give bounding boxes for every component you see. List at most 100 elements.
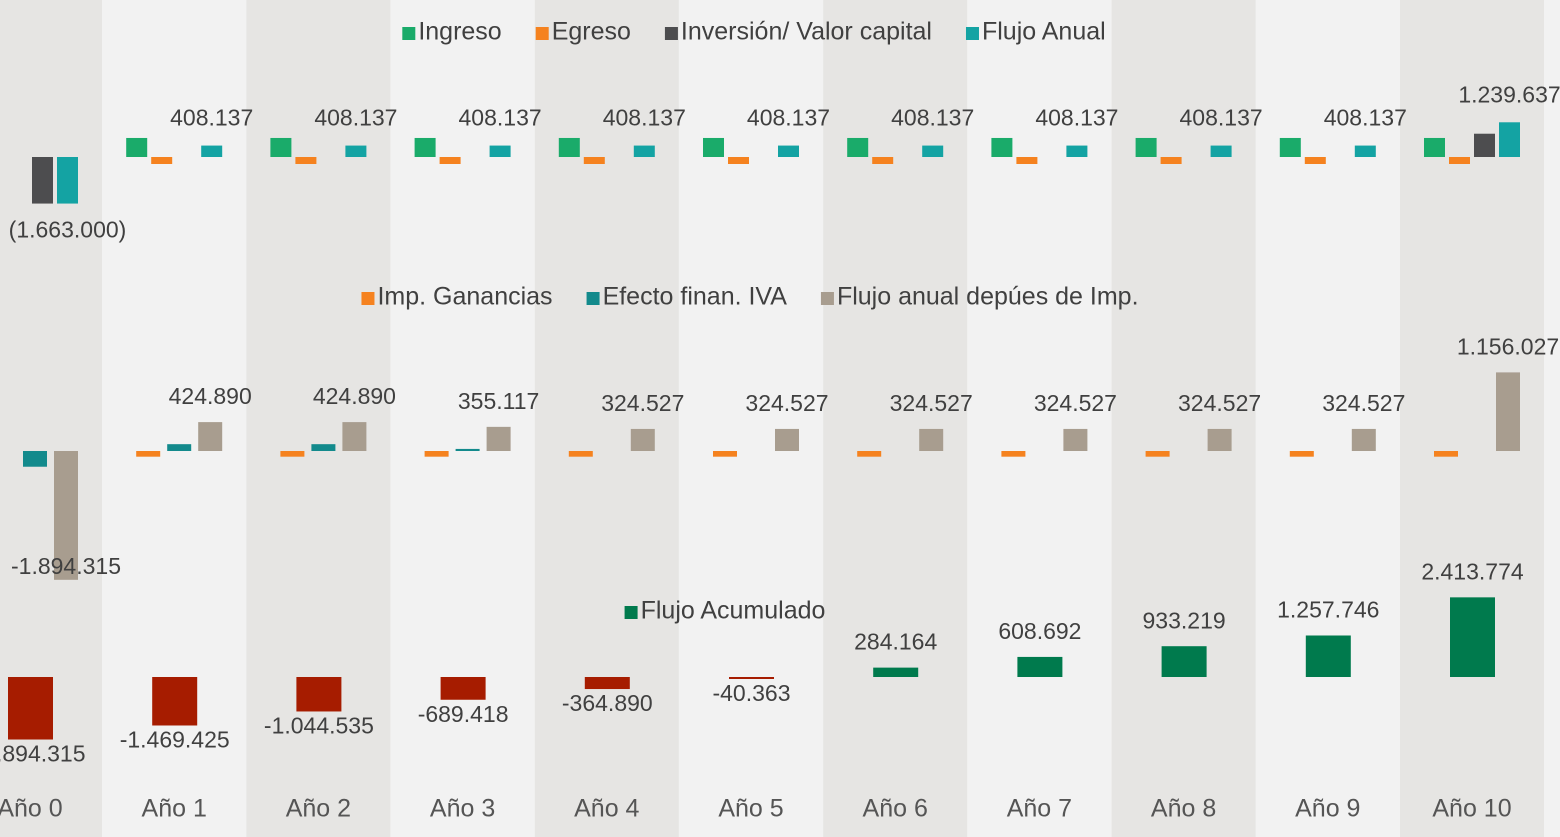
bar	[23, 451, 47, 467]
column-band	[1400, 0, 1544, 837]
bar	[1354, 145, 1376, 157]
bar	[1161, 646, 1207, 677]
data-label: 1.156.027	[1457, 333, 1559, 359]
bar	[201, 145, 223, 157]
bar	[440, 677, 486, 700]
legend-swatch	[664, 27, 678, 40]
data-label: 324.527	[1034, 390, 1117, 416]
bar	[342, 422, 367, 451]
bar	[280, 451, 305, 457]
x-tick-label: Año 5	[718, 795, 783, 823]
data-label: 408.137	[314, 105, 397, 131]
data-label: 933.219	[1143, 607, 1226, 633]
bar	[1135, 137, 1157, 157]
bar	[1434, 451, 1458, 457]
bar	[295, 157, 317, 164]
data-label: -364.890	[562, 690, 653, 716]
bar	[1305, 635, 1351, 677]
data-label: -1.894.315	[11, 553, 121, 579]
data-label: -40.363	[712, 680, 790, 706]
x-tick-label: Año 3	[430, 795, 495, 823]
bar	[1449, 157, 1470, 164]
bar	[1279, 137, 1301, 157]
bar	[151, 157, 173, 164]
legend-swatch	[965, 27, 979, 40]
data-label: 424.890	[313, 383, 396, 409]
bar	[1304, 157, 1326, 164]
x-tick-label: Año 10	[1432, 795, 1511, 823]
legend-label: Imp. Ganancias	[377, 283, 552, 311]
data-label: 1.239.637	[1458, 81, 1560, 107]
bar	[703, 137, 724, 157]
data-label: 2.413.774	[1421, 558, 1524, 584]
bar	[489, 145, 511, 157]
bar	[1066, 145, 1088, 157]
data-label: 408.137	[891, 105, 974, 131]
bar	[583, 157, 605, 164]
bar	[1474, 133, 1495, 157]
bar	[775, 428, 799, 451]
bar	[1424, 137, 1445, 157]
data-label: 324.527	[745, 390, 828, 416]
bar	[296, 677, 342, 712]
data-label: 408.137	[603, 105, 686, 131]
bar	[8, 677, 53, 740]
data-label: 408.137	[1035, 105, 1118, 131]
legend-label: Ingreso	[418, 18, 501, 46]
data-label: 324.527	[1322, 390, 1405, 416]
x-tick-label: Año 0	[0, 795, 63, 823]
bar	[873, 667, 919, 677]
data-label: 408.137	[170, 105, 253, 131]
legend-swatch	[820, 292, 834, 305]
legend: Imp. Ganancias Efecto finan. IVA Flujo anu…	[361, 283, 1139, 311]
bar	[1450, 597, 1495, 677]
bar	[584, 677, 630, 690]
legend: Flujo Acumulado	[624, 597, 826, 625]
data-label: 324.527	[1178, 390, 1261, 416]
legend-label: Inversión/ Valor capital	[681, 18, 932, 46]
legend-label: Efecto finan. IVA	[603, 283, 788, 311]
data-label: 355.117	[458, 388, 539, 414]
bar	[857, 451, 882, 457]
bar	[486, 426, 511, 451]
legend-swatch	[402, 27, 416, 40]
bar	[439, 157, 461, 164]
bar	[991, 137, 1013, 157]
bar	[1351, 428, 1376, 451]
data-label: 424.890	[169, 383, 252, 409]
bar	[1016, 157, 1038, 164]
bar	[270, 137, 292, 157]
bar	[311, 444, 336, 451]
legend-label: Flujo Acumulado	[641, 597, 826, 625]
data-label: 324.527	[601, 390, 684, 416]
bar	[919, 428, 944, 451]
bar	[1207, 428, 1232, 451]
legend-label: Flujo anual depúes de Imp.	[837, 283, 1139, 311]
x-tick-label: Año 6	[863, 795, 928, 823]
bar	[345, 145, 367, 157]
bar	[1499, 122, 1520, 157]
data-label: 284.164	[854, 629, 937, 655]
bar	[1017, 656, 1063, 677]
x-tick-label: Año 8	[1151, 795, 1216, 823]
bar	[1496, 372, 1520, 451]
data-label: 324.527	[890, 390, 973, 416]
bar	[136, 451, 161, 457]
bar	[455, 448, 480, 451]
data-label: 408.137	[459, 105, 542, 131]
data-label: -1.044.535	[264, 713, 374, 739]
data-label: -1.894.315	[0, 741, 85, 767]
x-tick-label: Año 4	[574, 795, 639, 823]
x-tick-label: Año 1	[142, 795, 207, 823]
bar	[1001, 451, 1026, 457]
bar	[922, 145, 944, 157]
bar	[847, 137, 869, 157]
bar	[152, 677, 198, 726]
bar	[728, 157, 749, 164]
bar	[57, 157, 78, 204]
bar	[1160, 157, 1182, 164]
bar	[1063, 428, 1088, 451]
bar	[568, 451, 593, 457]
x-tick-label: Año 7	[1007, 795, 1072, 823]
